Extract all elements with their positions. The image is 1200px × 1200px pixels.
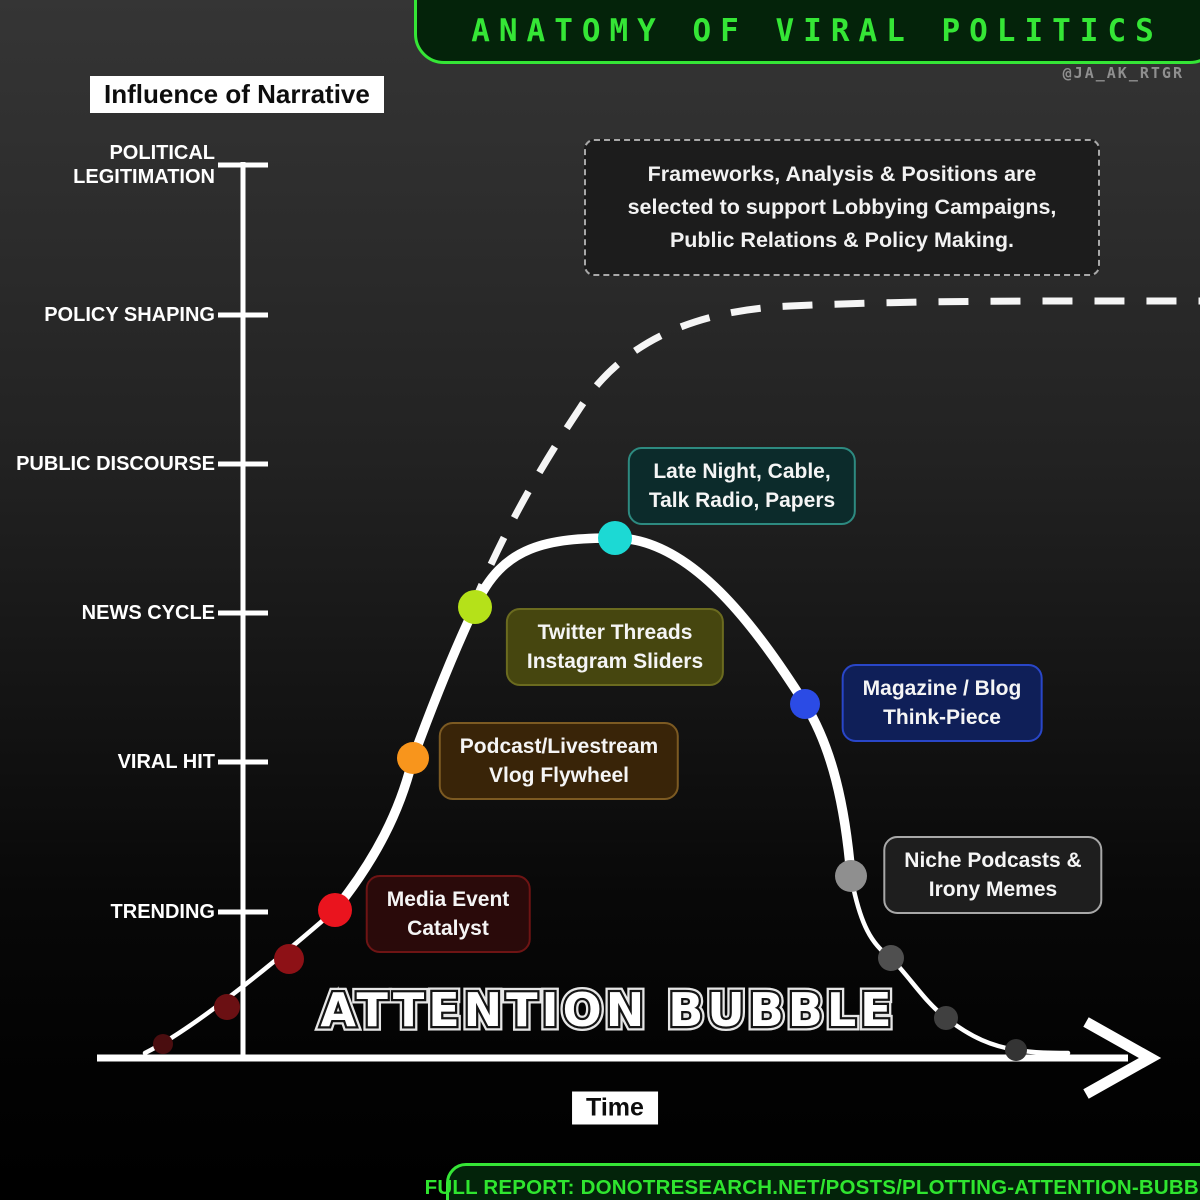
y-tick-policy-shaping: POLICY SHAPING (44, 304, 215, 326)
annotation-niche: Niche Podcasts & Irony Memes (883, 836, 1103, 914)
attention-bubble-outline-outer: ATTENTION BUBBLE (316, 979, 896, 1042)
y-tick-trending: TRENDING (110, 901, 215, 923)
y-axis-ticks (218, 162, 268, 915)
attention-bubble-fill: ATTENTION BUBBLE (320, 983, 896, 1037)
marker-dot-twitter (458, 590, 492, 624)
attention-bubble-outline-inner: ATTENTION BUBBLE (318, 981, 896, 1040)
annotation-podcast: Podcast/Livestream Vlog Flywheel (438, 722, 680, 800)
author-handle: @JA_AK_RTGR (1062, 64, 1184, 82)
fade-dot-gray-3 (1005, 1039, 1027, 1061)
policy-callout: Frameworks, Analysis & Positions are sel… (584, 139, 1100, 276)
narrative-dashed-curve (466, 297, 1200, 614)
annotation-late-night: Late Night, Cable, Talk Radio, Papers (627, 447, 857, 525)
marker-dot-late-night (598, 521, 632, 555)
footer-report-url: FULL REPORT: DONOTRESEARCH.NET/POSTS/PLO… (424, 1176, 1200, 1199)
fade-dot-gray-1 (878, 945, 904, 971)
x-axis-title: Time (572, 1091, 658, 1125)
marker-dot-media-event (318, 893, 352, 927)
y-tick-public-discourse: PUBLIC DISCOURSE (16, 453, 215, 475)
y-tick-viral-hit: VIRAL HIT (117, 751, 215, 773)
marker-dot-magazine (790, 689, 820, 719)
page-title: ANATOMY OF VIRAL POLITICS (471, 13, 1163, 49)
fade-dot-red-2 (214, 994, 240, 1020)
attention-bubble-label: ATTENTION BUBBLE ATTENTION BUBBLE ATTENT… (288, 975, 928, 1045)
footer-banner: FULL REPORT: DONOTRESEARCH.NET/POSTS/PLO… (425, 1163, 1200, 1200)
marker-dot-niche (835, 860, 867, 892)
y-axis-title: Influence of Narrative (90, 76, 384, 113)
x-axis-arrow (1083, 1017, 1162, 1099)
annotation-magazine: Magazine / Blog Think-Piece (841, 664, 1043, 742)
fade-dot-red-3 (274, 944, 304, 974)
fade-dot-red-1 (153, 1034, 173, 1054)
y-tick-news-cycle: NEWS CYCLE (81, 602, 215, 624)
y-tick-political-legitimation: POLITICAL LEGITIMATION (73, 142, 215, 188)
annotation-twitter: Twitter Threads Instagram Sliders (505, 608, 725, 686)
fade-dot-gray-2 (934, 1006, 958, 1030)
title-banner: ANATOMY OF VIRAL POLITICS (414, 0, 1200, 64)
annotation-media-event: Media Event Catalyst (365, 875, 531, 953)
marker-dot-podcast (397, 742, 429, 774)
